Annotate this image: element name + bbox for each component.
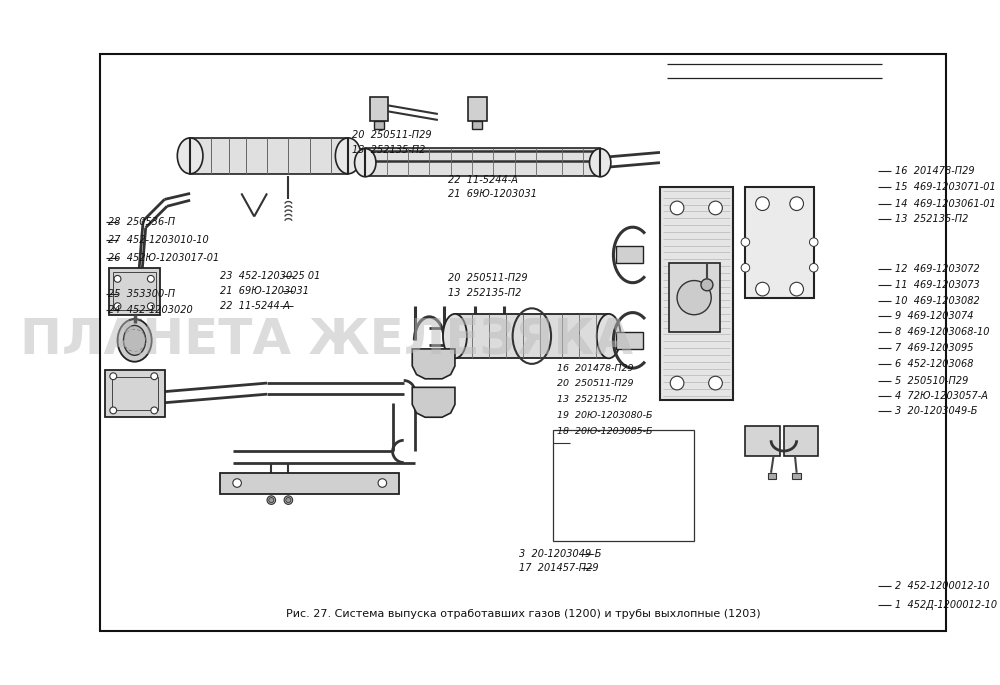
Circle shape — [790, 282, 803, 296]
Bar — [768, 473, 776, 479]
Text: 12  469-1203072: 12 469-1203072 — [895, 264, 980, 273]
Text: 19  20Ю-1203080-Б: 19 20Ю-1203080-Б — [557, 411, 653, 420]
Circle shape — [670, 376, 684, 390]
Text: 26  452Ю-1203017-01: 26 452Ю-1203017-01 — [108, 253, 219, 262]
Text: 25  353300-П: 25 353300-П — [108, 289, 175, 299]
Polygon shape — [412, 387, 455, 417]
Polygon shape — [109, 268, 160, 314]
Circle shape — [151, 407, 158, 414]
Bar — [616, 332, 643, 349]
Text: 3  20-1203049-Б: 3 20-1203049-Б — [519, 549, 602, 559]
Circle shape — [269, 497, 274, 503]
Bar — [784, 426, 818, 456]
Ellipse shape — [355, 149, 376, 177]
Text: 7  469-1203095: 7 469-1203095 — [895, 343, 973, 353]
Text: 21  69Ю-1203031: 21 69Ю-1203031 — [448, 189, 537, 199]
Ellipse shape — [589, 149, 611, 177]
Ellipse shape — [123, 325, 146, 356]
Text: 13  252135-П2: 13 252135-П2 — [448, 288, 521, 297]
Text: 13  252135-П2: 13 252135-П2 — [352, 145, 426, 155]
Text: 6  452-1203068: 6 452-1203068 — [895, 360, 973, 369]
Text: 5  250510-П29: 5 250510-П29 — [895, 375, 968, 386]
Bar — [455, 314, 609, 358]
Bar — [616, 247, 643, 264]
Polygon shape — [412, 349, 455, 379]
Text: 28  250536-П: 28 250536-П — [108, 217, 175, 227]
Circle shape — [701, 279, 713, 291]
Circle shape — [267, 496, 276, 504]
Text: 4  72Ю-1203057-А: 4 72Ю-1203057-А — [895, 391, 988, 401]
Text: 24  452-1203020: 24 452-1203020 — [108, 305, 193, 314]
Text: 1  452Д-1200012-10: 1 452Д-1200012-10 — [895, 600, 997, 610]
Text: 16  201478-П29: 16 201478-П29 — [557, 364, 634, 373]
Bar — [370, 97, 388, 121]
Ellipse shape — [118, 319, 152, 362]
Text: 20  250511-П29: 20 250511-П29 — [352, 130, 432, 140]
Circle shape — [151, 373, 158, 379]
Circle shape — [790, 197, 803, 210]
Ellipse shape — [597, 314, 621, 358]
Bar — [553, 430, 694, 541]
Text: ПЛАНЕТА ЖЕЛЕЗЯКА: ПЛАНЕТА ЖЕЛЕЗЯКА — [20, 316, 633, 364]
Text: 22  11-5244-А: 22 11-5244-А — [220, 301, 290, 311]
Circle shape — [147, 275, 154, 282]
Bar — [660, 186, 733, 400]
Text: 27  452-1203010-10: 27 452-1203010-10 — [108, 234, 209, 245]
Text: 18  20Ю-1203085-Б: 18 20Ю-1203085-Б — [557, 427, 653, 436]
Circle shape — [809, 238, 818, 247]
Bar — [365, 148, 600, 176]
Circle shape — [147, 303, 154, 310]
Text: 15  469-1203071-01: 15 469-1203071-01 — [895, 182, 996, 192]
Text: 21  69Ю-1203031: 21 69Ю-1203031 — [220, 286, 309, 296]
Circle shape — [110, 407, 117, 414]
Bar — [374, 121, 384, 129]
Text: 22  11-5244-А: 22 11-5244-А — [448, 175, 518, 185]
Circle shape — [110, 373, 117, 379]
Bar — [472, 121, 482, 129]
Circle shape — [114, 275, 121, 282]
Text: 13  252135-П2: 13 252135-П2 — [557, 395, 628, 404]
Text: 13  252135-П2: 13 252135-П2 — [895, 214, 968, 224]
Ellipse shape — [335, 138, 361, 174]
Circle shape — [741, 264, 750, 272]
Text: Рис. 27. Система выпуска отработавших газов (1200) и трубы выхлопные (1203): Рис. 27. Система выпуска отработавших га… — [286, 609, 761, 619]
Bar — [468, 97, 487, 121]
Bar — [190, 138, 348, 174]
Text: 20  250511-П29: 20 250511-П29 — [448, 273, 528, 283]
Circle shape — [114, 303, 121, 310]
Text: 9  469-1203074: 9 469-1203074 — [895, 312, 973, 321]
Ellipse shape — [177, 138, 203, 174]
Text: 2  452-1200012-10: 2 452-1200012-10 — [895, 582, 989, 591]
Polygon shape — [105, 371, 165, 417]
Circle shape — [756, 197, 769, 210]
Text: 8  469-1203068-10: 8 469-1203068-10 — [895, 327, 989, 337]
Circle shape — [286, 497, 291, 503]
Text: 14  469-1203061-01: 14 469-1203061-01 — [895, 199, 996, 209]
Circle shape — [756, 282, 769, 296]
Text: 11  469-1203073: 11 469-1203073 — [895, 280, 980, 290]
Bar — [669, 264, 720, 332]
Circle shape — [378, 479, 387, 487]
Circle shape — [709, 376, 722, 390]
Text: 23  452-1203025 01: 23 452-1203025 01 — [220, 271, 320, 282]
Circle shape — [677, 281, 711, 314]
Circle shape — [709, 201, 722, 215]
Ellipse shape — [443, 314, 467, 358]
Bar — [220, 473, 399, 494]
Bar — [745, 186, 814, 298]
Circle shape — [670, 201, 684, 215]
Circle shape — [809, 264, 818, 272]
Bar — [745, 426, 780, 456]
Text: 3  20-1203049-Б: 3 20-1203049-Б — [895, 406, 977, 416]
Text: 10  469-1203082: 10 469-1203082 — [895, 296, 980, 306]
Text: 16  201478-П29: 16 201478-П29 — [895, 166, 975, 176]
Text: 20  250511-П29: 20 250511-П29 — [557, 379, 634, 388]
Circle shape — [284, 496, 293, 504]
Bar — [792, 473, 801, 479]
Circle shape — [233, 479, 241, 487]
Text: 17  201457-П29: 17 201457-П29 — [519, 564, 599, 573]
Circle shape — [741, 238, 750, 247]
